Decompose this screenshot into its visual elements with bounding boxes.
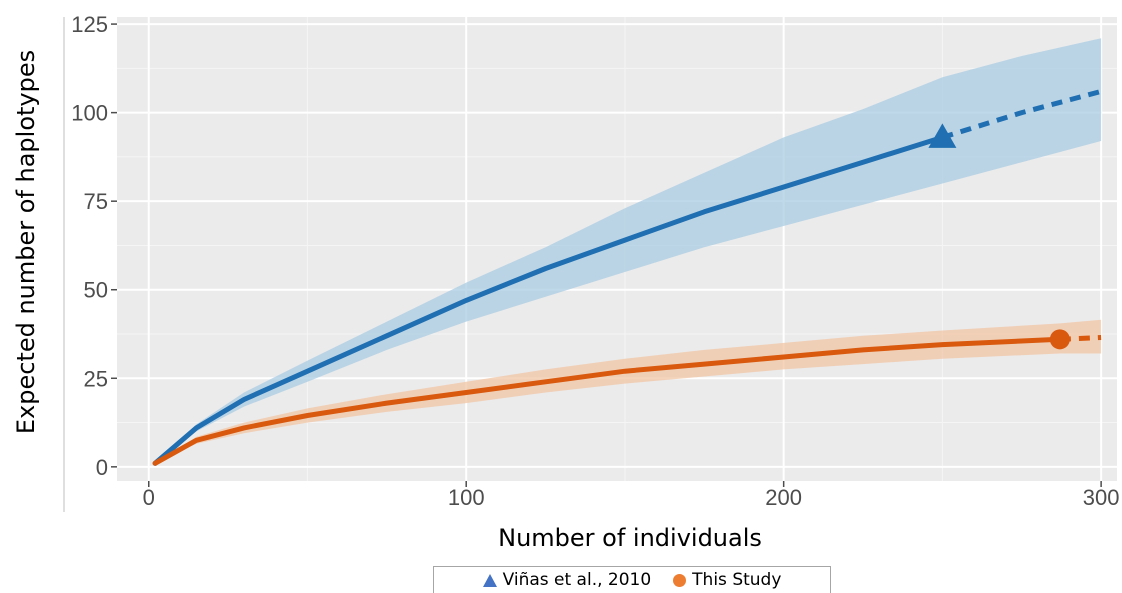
series-line-layer: [152, 88, 1102, 466]
y-tick-label: 125: [71, 12, 108, 37]
legend-item-this-study: This Study: [673, 570, 781, 590]
legend-label-this-study: This Study: [692, 570, 782, 590]
y-tick-label: 75: [84, 189, 108, 214]
tick-label-layer: 0 100 200 300 0 25 50 75 100 125: [71, 12, 1119, 510]
confidence-band-this-study: [155, 319, 1102, 464]
x-tick-label: 100: [448, 485, 485, 510]
interpolated-line-this-study: [152, 336, 1063, 466]
x-tick-label: 200: [765, 485, 802, 510]
y-tick-label: 100: [71, 101, 108, 126]
legend-item-vinas: Viñas et al., 2010: [482, 570, 652, 590]
x-tick-label: 0: [143, 485, 155, 510]
y-tick-label: 50: [84, 278, 108, 303]
extrapolated-line-vinas: [941, 88, 1102, 140]
x-axis-title: Number of individuals: [498, 524, 762, 552]
observed-point-this-study: [1049, 329, 1070, 350]
marker-layer: [928, 123, 1070, 350]
legend-label-vinas: Viñas et al., 2010: [502, 570, 652, 590]
y-axis-title: Expected number of haplotypes: [12, 50, 40, 434]
interpolated-line-vinas: [152, 134, 945, 466]
confidence-band-vinas: [155, 38, 1102, 464]
circle-marker-icon: [673, 573, 687, 587]
triangle-marker-icon: [482, 573, 497, 587]
observed-point-vinas: [928, 123, 957, 148]
confidence-band-layer: [155, 38, 1102, 464]
y-tick-label: 0: [96, 455, 108, 480]
legend: Viñas et al., 2010 This Study: [433, 566, 831, 593]
x-tick-label: 300: [1083, 485, 1120, 510]
y-tick-label: 25: [84, 366, 108, 391]
